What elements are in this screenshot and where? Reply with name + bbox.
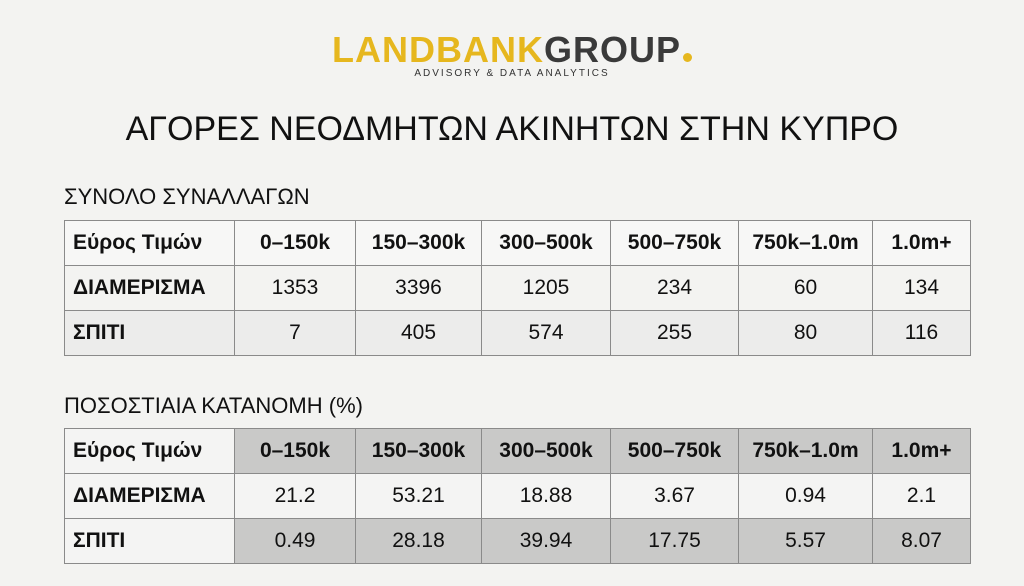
cell: 17.75	[610, 518, 739, 564]
header-cell: 500–750k	[610, 220, 739, 266]
logo-brand: LANDBANK	[332, 29, 544, 70]
cell: 7	[234, 310, 356, 356]
cell: 0.94	[738, 473, 873, 519]
row-label: ΔΙΑΜΕΡΙΣΜΑ	[64, 473, 235, 519]
logo-dot	[683, 53, 692, 62]
header-cell: 750k–1.0m	[738, 220, 873, 266]
cell: 1205	[481, 265, 611, 311]
section-heading: ΠΟΣΟΣΤΙΑΙΑ ΚΑΤΑΝΟΜΗ (%)	[64, 393, 363, 418]
cell: 3396	[355, 265, 482, 311]
row-label: ΔΙΑΜΕΡΙΣΜΑ	[64, 265, 235, 311]
row-label: ΣΠΙΤΙ	[64, 518, 235, 564]
header-cell: 0–150k	[234, 428, 356, 474]
cell: 39.94	[481, 518, 611, 564]
header-row: Εύρος Τιμών 0–150k 150–300k 300–500k 500–750…	[64, 428, 971, 474]
table: Εύρος Τιμών 0–150k 150–300k 300–500k 500–750…	[64, 220, 971, 356]
cell: 3.67	[610, 473, 739, 519]
header-cell: 750k–1.0m	[738, 428, 873, 474]
cell: 21.2	[234, 473, 356, 519]
header-cell: 150–300k	[355, 220, 482, 266]
tagline: ADVISORY & DATA ANALYTICS	[414, 68, 610, 79]
cell: 0.49	[234, 518, 356, 564]
cell: 1353	[234, 265, 356, 311]
table: Εύρος Τιμών 0–150k 150–300k 300–500k 500–750…	[64, 428, 971, 564]
header-cell: 500–750k	[610, 428, 739, 474]
cell: 8.07	[872, 518, 971, 564]
header-cell: Εύρος Τιμών	[64, 220, 235, 266]
cell: 2.1	[872, 473, 971, 519]
cell: 28.18	[355, 518, 482, 564]
row: ΔΙΑΜΕΡΙΣΜΑ 21.2 53.21 18.88 3.67 0.94 2.1	[64, 473, 971, 519]
row-label: ΣΠΙΤΙ	[64, 310, 235, 356]
cell: 255	[610, 310, 739, 356]
cell: 18.88	[481, 473, 611, 519]
cell: 53.21	[355, 473, 482, 519]
row: ΣΠΙΤΙ 7 405 574 255 80 116	[64, 310, 971, 356]
cell: 116	[872, 310, 971, 356]
header-cell: 300–500k	[481, 220, 611, 266]
logo-group: GROUP	[543, 29, 681, 70]
logo: LANDBANKGROUP	[0, 30, 1024, 70]
cell: 405	[355, 310, 482, 356]
cell: 574	[481, 310, 611, 356]
cell: 234	[610, 265, 739, 311]
header-cell: 300–500k	[481, 428, 611, 474]
cell: 80	[738, 310, 873, 356]
header-row: Εύρος Τιμών 0–150k 150–300k 300–500k 500–750…	[64, 220, 971, 266]
header-cell: 1.0m+	[872, 428, 971, 474]
header-cell: Εύρος Τιμών	[64, 428, 235, 474]
section-heading: ΣΥΝΟΛΟ ΣΥΝΑΛΛΑΓΩΝ	[64, 184, 310, 209]
header-cell: 0–150k	[234, 220, 356, 266]
header-cell: 1.0m+	[872, 220, 971, 266]
header-cell: 150–300k	[355, 428, 482, 474]
cell: 5.57	[738, 518, 873, 564]
title: ΑΓΟΡΕΣ ΝΕΟΔΜΗΤΩΝ ΑΚΙΝΗΤΩΝ ΣΤΗΝ ΚΥΠΡΟ	[125, 110, 899, 148]
row: ΔΙΑΜΕΡΙΣΜΑ 1353 3396 1205 234 60 134	[64, 265, 971, 311]
cell: 134	[872, 265, 971, 311]
row: ΣΠΙΤΙ 0.49 28.18 39.94 17.75 5.57 8.07	[64, 518, 971, 564]
cell: 60	[738, 265, 873, 311]
